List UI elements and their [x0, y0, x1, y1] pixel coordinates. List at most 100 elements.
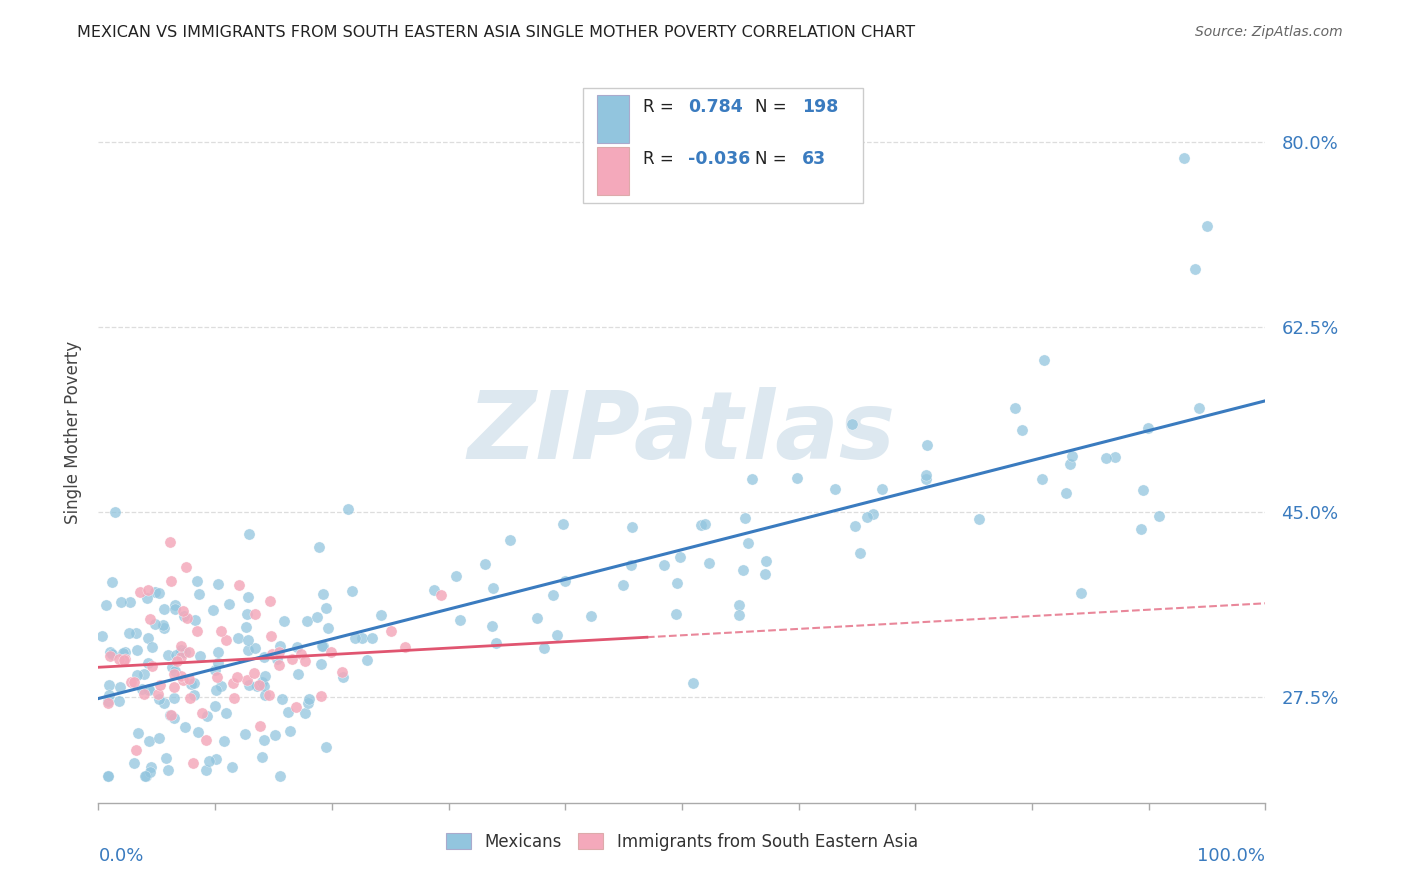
Point — [205, 670, 228, 684]
Point — [179, 645, 201, 659]
Point — [136, 591, 159, 605]
Point — [844, 519, 866, 533]
Point — [134, 769, 156, 783]
Point — [259, 594, 281, 608]
Point — [967, 512, 990, 526]
Point — [205, 752, 228, 766]
Point — [1184, 261, 1206, 276]
FancyBboxPatch shape — [596, 95, 630, 143]
Point — [233, 727, 256, 741]
Point — [254, 669, 277, 683]
Point — [194, 733, 217, 747]
Point — [100, 647, 122, 661]
Text: R =: R = — [644, 98, 679, 116]
Point — [342, 584, 364, 599]
Point — [138, 682, 160, 697]
Point — [737, 535, 759, 549]
Point — [110, 681, 132, 695]
Text: -0.036: -0.036 — [688, 150, 749, 168]
Point — [118, 625, 141, 640]
Point — [128, 584, 150, 599]
Point — [195, 709, 218, 723]
Point — [98, 649, 121, 664]
Point — [311, 639, 333, 653]
Point — [1188, 401, 1211, 416]
Point — [247, 678, 270, 692]
Point — [546, 628, 568, 642]
Point — [361, 632, 384, 646]
Text: ZIPatlas: ZIPatlas — [468, 386, 896, 479]
Point — [209, 679, 232, 693]
Point — [120, 674, 142, 689]
Point — [849, 546, 872, 560]
Text: Source: ZipAtlas.com: Source: ZipAtlas.com — [1195, 25, 1343, 39]
Point — [104, 505, 127, 519]
Point — [474, 558, 496, 572]
Point — [172, 673, 194, 688]
Point — [482, 581, 505, 595]
Point — [915, 438, 938, 452]
Point — [309, 657, 332, 672]
Point — [184, 613, 207, 627]
Point — [159, 574, 181, 589]
Text: 63: 63 — [801, 150, 827, 168]
Point — [1130, 522, 1153, 536]
Point — [430, 588, 453, 602]
Point — [225, 670, 247, 684]
Point — [166, 654, 188, 668]
Point — [394, 640, 416, 655]
Point — [285, 640, 308, 654]
Point — [207, 645, 229, 659]
Point — [195, 763, 218, 777]
Point — [165, 648, 187, 663]
Point — [277, 706, 299, 720]
Point — [250, 675, 273, 690]
Point — [146, 687, 169, 701]
Point — [156, 763, 179, 777]
Point — [1004, 401, 1026, 415]
Point — [423, 583, 446, 598]
Point — [160, 660, 183, 674]
Point — [143, 584, 166, 599]
Point — [187, 725, 209, 739]
Point — [741, 473, 763, 487]
Point — [155, 750, 177, 764]
Legend: Mexicans, Immigrants from South Eastern Asia: Mexicans, Immigrants from South Eastern … — [439, 826, 925, 857]
Point — [1060, 450, 1083, 464]
Point — [143, 617, 166, 632]
Point — [269, 769, 291, 783]
Point — [870, 482, 893, 496]
Point — [170, 669, 193, 683]
Point — [163, 711, 186, 725]
Point — [91, 629, 114, 643]
Point — [214, 733, 236, 747]
Point — [176, 611, 198, 625]
Point — [236, 633, 259, 648]
Point — [526, 611, 548, 625]
Point — [188, 586, 211, 600]
Point — [553, 517, 575, 532]
Point — [197, 754, 219, 768]
Point — [533, 640, 555, 655]
Point — [1059, 457, 1081, 471]
Point — [139, 612, 162, 626]
Point — [127, 726, 149, 740]
Point — [163, 680, 186, 694]
Point — [235, 619, 257, 633]
Point — [294, 654, 316, 668]
Point — [1011, 423, 1033, 437]
Point — [173, 609, 195, 624]
Point — [238, 643, 260, 657]
Point — [94, 598, 117, 612]
Point — [205, 682, 228, 697]
Point — [153, 601, 176, 615]
Point — [754, 567, 776, 582]
Point — [149, 678, 172, 692]
Point — [153, 696, 176, 710]
Point — [169, 639, 191, 653]
Point — [138, 631, 160, 645]
Point — [163, 598, 186, 612]
Point — [207, 576, 229, 591]
Point — [172, 604, 194, 618]
Point — [114, 651, 136, 665]
